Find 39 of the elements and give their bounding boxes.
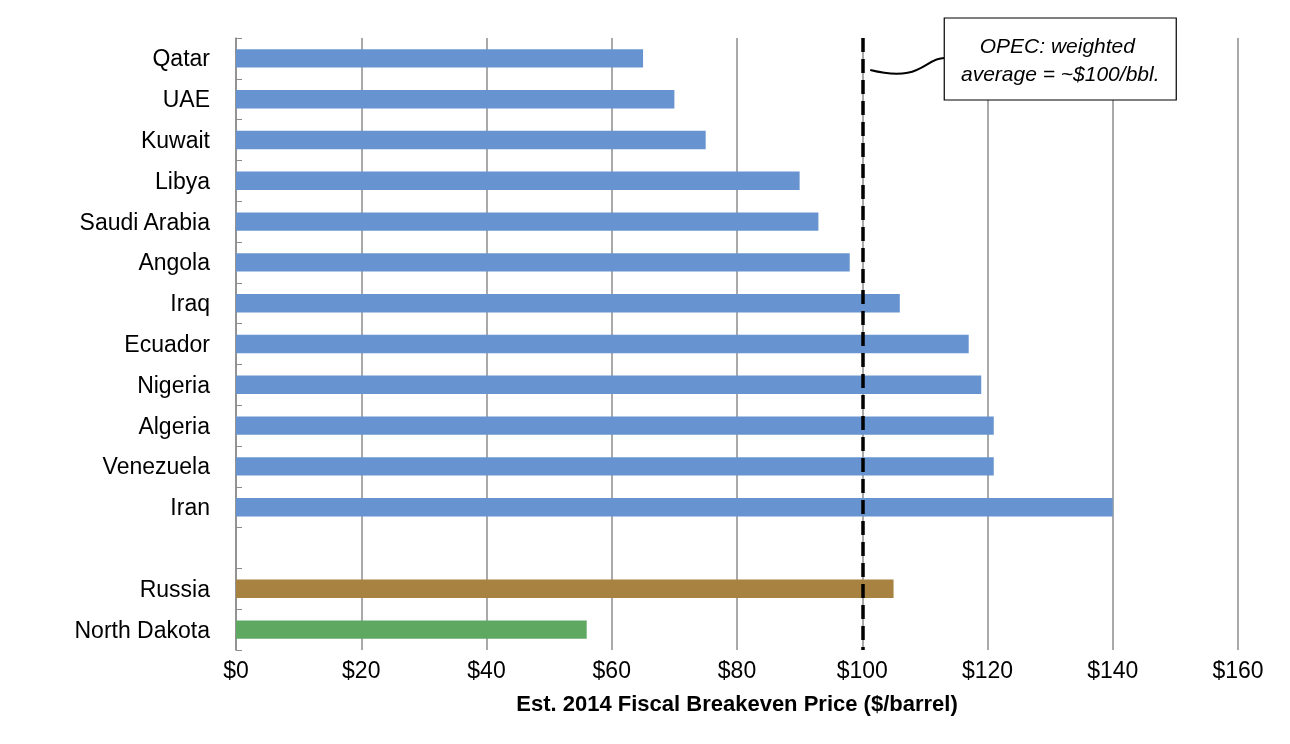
bar	[236, 457, 994, 476]
y-tick-label: Kuwait	[140, 127, 211, 153]
x-tick-label: $160	[1212, 656, 1264, 683]
bar	[236, 498, 1113, 517]
bar	[236, 416, 994, 435]
x-tick-label: $80	[717, 656, 757, 683]
y-tick-label: Russia	[139, 575, 211, 602]
x-tick-label: $100	[836, 656, 888, 683]
bar	[236, 49, 644, 68]
bar	[236, 253, 850, 272]
y-tick-label: Ecuador	[124, 331, 211, 357]
x-tick-label: $60	[592, 656, 631, 683]
bar	[236, 90, 675, 109]
y-tick-label: Algeria	[138, 412, 211, 439]
y-tick-label: UAE	[162, 86, 210, 113]
bar	[236, 212, 819, 231]
y-tick-label: Saudi Arabia	[79, 208, 211, 235]
x-tick-label: $0	[223, 656, 249, 683]
bar	[236, 620, 587, 639]
y-tick-label: North Dakota	[74, 616, 211, 643]
bar	[236, 579, 894, 598]
bar	[236, 171, 800, 190]
y-tick-label: Venezuela	[102, 453, 211, 480]
y-tick-label: Nigeria	[137, 371, 211, 398]
y-tick-label: Angola	[138, 249, 211, 276]
x-axis-title: Est. 2014 Fiscal Breakeven Price ($/barrel)	[516, 690, 958, 716]
x-tick-label: $120	[961, 656, 1014, 683]
x-tick-label: $40	[467, 656, 506, 683]
x-tick-label: $20	[342, 656, 381, 683]
y-tick-label: Qatar	[152, 45, 211, 72]
y-tick-label: Libya	[155, 167, 211, 194]
y-tick-label: Iran	[170, 494, 210, 521]
bar	[236, 334, 969, 354]
bar	[236, 130, 706, 150]
bar	[236, 294, 900, 313]
ref-line-label: OPEC: weighted average = ~$100/bbl.	[961, 33, 1160, 85]
x-tick-label: $140	[1087, 656, 1139, 683]
y-tick-label: Iraq	[170, 290, 210, 317]
bar	[236, 375, 982, 394]
